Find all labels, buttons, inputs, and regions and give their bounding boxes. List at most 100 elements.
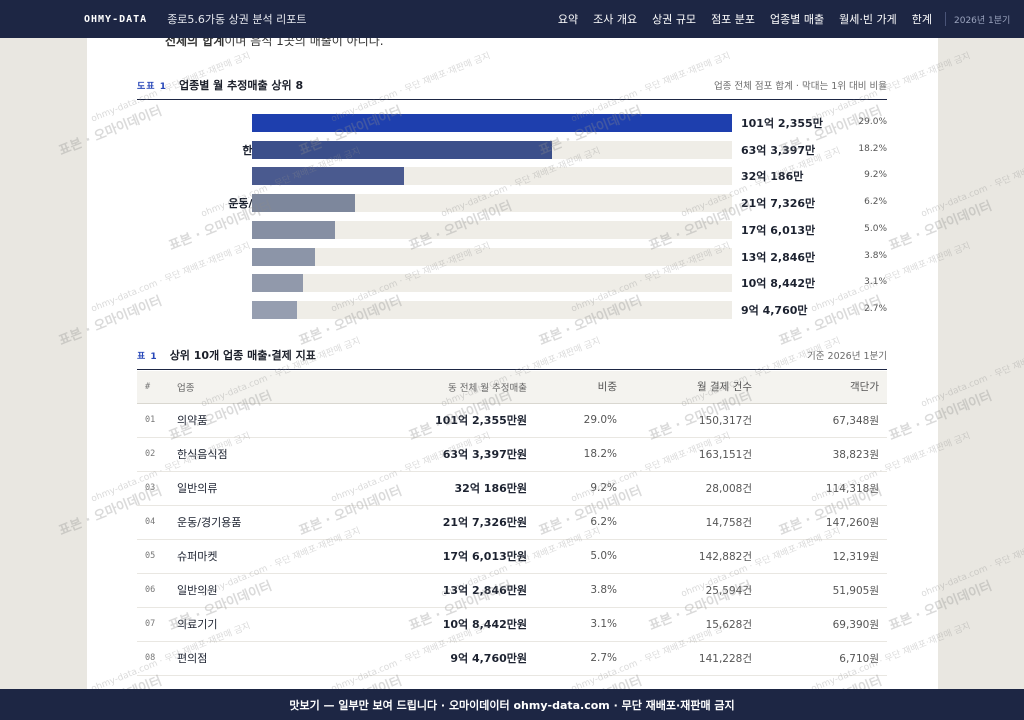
bar-value-label: 17억 6,013만 <box>741 223 816 237</box>
intro-rest: 이며 음식 1곳의 매출이 아니다. <box>224 38 384 48</box>
col-share: 비중 <box>527 371 617 404</box>
table-row[interactable]: 05 슈퍼마켓 17억 6,013만원 5.0% 142,882건 12,319원 <box>137 539 887 574</box>
row-industry: 한식음식점 <box>169 437 269 472</box>
figure-title: 업종별 월 추정매출 상위 8 <box>178 79 304 92</box>
table-row[interactable]: 02 한식음식점 63억 3,397만원 18.2% 163,151건 38,823원 <box>137 437 887 472</box>
bar-value-label: 101억 2,355만 <box>741 117 823 130</box>
row-share: 29.0% <box>527 403 617 438</box>
table-note: 기준 2026년 1분기 <box>807 351 887 362</box>
bar-track <box>252 194 732 213</box>
row-industry: 의약품 <box>169 403 269 438</box>
row-payment-count: 25,594건 <box>617 573 752 608</box>
nav-item-summary[interactable]: 요약 <box>557 13 579 26</box>
row-share: 18.2% <box>527 437 617 472</box>
row-index: 07 <box>137 607 169 642</box>
bar <box>252 114 732 132</box>
row-payment-count: 150,317건 <box>617 403 752 438</box>
nav-item-overview[interactable]: 조사 개요 <box>593 13 638 26</box>
row-payment-count: 142,882건 <box>617 539 752 574</box>
nav-item-rent-vacancy[interactable]: 월세·빈 가게 <box>839 13 897 26</box>
bar-value-label: 32억 186만 <box>741 170 804 184</box>
row-industry: 일반의원 <box>169 573 269 608</box>
table-row[interactable]: 03 일반의류 32억 186만원 9.2% 28,008건 114,318원 <box>137 471 887 506</box>
bar <box>252 140 553 159</box>
table-header-row: # 업종 동 전체 월 추정매출 비중 월 결제 건수 객단가 <box>137 371 887 404</box>
table-tag: 표 1 <box>137 352 158 362</box>
bar <box>252 194 356 213</box>
row-index: 04 <box>137 505 169 540</box>
row-monthly-sales: 63억 3,397만원 <box>269 437 527 472</box>
row-index: 02 <box>137 437 169 472</box>
row-avg-ticket: 38,823원 <box>752 437 887 472</box>
col-payment-count: 월 결제 건수 <box>617 371 752 404</box>
bar-share-label: 3.1% <box>864 277 887 288</box>
row-industry: 편의점 <box>169 641 269 676</box>
table-row[interactable]: 07 의료기기 10억 8,442만원 3.1% 15,628건 69,390원 <box>137 607 887 642</box>
figure-note: 업종 전체 점포 합계 · 막대는 1위 대비 비율 <box>713 81 887 92</box>
row-monthly-sales: 21억 7,326만원 <box>269 505 527 540</box>
nav-divider <box>945 12 946 26</box>
col-avg-ticket: 객단가 <box>752 371 887 404</box>
bar-value-label: 9억 4,760만 <box>741 303 808 317</box>
bar-value-label: 10억 8,442만 <box>741 277 816 291</box>
section-nav: 요약 조사 개요 상권 규모 점포 분포 업종별 매출 월세·빈 가게 한계 2… <box>558 0 1024 38</box>
col-index: # <box>137 371 169 404</box>
row-index: 08 <box>137 641 169 676</box>
row-payment-count: 163,151건 <box>617 437 752 472</box>
table-row[interactable]: 04 운동/경기용품 21억 7,326만원 6.2% 14,758건 147,260원 <box>137 505 887 540</box>
bar-track <box>252 247 732 266</box>
row-payment-count: 28,008건 <box>617 471 752 506</box>
period-label: 2026년 1분기 <box>954 15 1011 26</box>
table-rule <box>137 369 887 370</box>
row-industry: 슈퍼마켓 <box>169 539 269 574</box>
bar <box>252 167 404 186</box>
figure-tag: 도표 1 <box>137 82 167 92</box>
report-title: 종로5.6가동 상권 분석 리포트 <box>167 13 307 26</box>
bar-track <box>252 140 732 159</box>
bar-share-label: 9.2% <box>864 170 887 181</box>
row-index: 01 <box>137 403 169 438</box>
table-body: 01 의약품 101억 2,355만원 29.0% 150,317건 67,348원 02 한… <box>137 403 887 676</box>
table-title: 상위 10개 업종 매출·결제 지표 <box>169 349 316 362</box>
industry-table: # 업종 동 전체 월 추정매출 비중 월 결제 건수 객단가 01 의약품 101… <box>137 371 887 676</box>
nav-item-sales-by-industry[interactable]: 업종별 매출 <box>770 13 825 26</box>
bar-track <box>252 220 732 239</box>
bar-share-label: 2.7% <box>864 303 887 314</box>
row-avg-ticket: 69,390원 <box>752 607 887 642</box>
table-row[interactable]: 06 일반의원 13억 2,846만원 3.8% 25,594건 51,905원 <box>137 573 887 608</box>
row-monthly-sales: 10억 8,442만원 <box>269 607 527 642</box>
top-nav-bar: OHMY-DATA 종로5.6가동 상권 분석 리포트 요약 조사 개요 상권 … <box>0 0 1024 38</box>
nav-item-market-size[interactable]: 상권 규모 <box>652 13 697 26</box>
bar-share-label: 29.0% <box>858 117 887 127</box>
row-industry: 일반의류 <box>169 471 269 506</box>
row-avg-ticket: 12,319원 <box>752 539 887 574</box>
bar <box>252 247 315 266</box>
row-avg-ticket: 51,905원 <box>752 573 887 608</box>
bar-share-label: 5.0% <box>864 223 887 234</box>
report-page: 전체의 합계이며 음식 1곳의 매출이 아니다. 도표 1 업종별 월 추정매출… <box>87 38 938 690</box>
row-payment-count: 141,228건 <box>617 641 752 676</box>
bar-share-label: 3.8% <box>864 250 887 261</box>
bar <box>252 300 297 319</box>
table-row[interactable]: 08 편의점 9억 4,760만원 2.7% 141,228건 6,710원 <box>137 641 887 676</box>
row-monthly-sales: 32억 186만원 <box>269 471 527 506</box>
bar-value-label: 63억 3,397만 <box>741 143 816 157</box>
row-industry: 운동/경기용품 <box>169 505 269 540</box>
nav-item-store-distribution[interactable]: 점포 분포 <box>711 13 756 26</box>
row-monthly-sales: 17억 6,013만원 <box>269 539 527 574</box>
nav-item-limitations[interactable]: 한계 <box>911 13 932 26</box>
figure-rule <box>137 99 887 100</box>
table-row[interactable]: 01 의약품 101억 2,355만원 29.0% 150,317건 67,348원 <box>137 403 887 438</box>
bar-value-label: 13억 2,846만 <box>741 250 816 264</box>
row-avg-ticket: 6,710원 <box>752 641 887 676</box>
row-share: 9.2% <box>527 471 617 506</box>
brand-logo[interactable]: OHMY-DATA <box>84 13 148 25</box>
row-share: 3.8% <box>527 573 617 608</box>
bar <box>252 220 336 239</box>
